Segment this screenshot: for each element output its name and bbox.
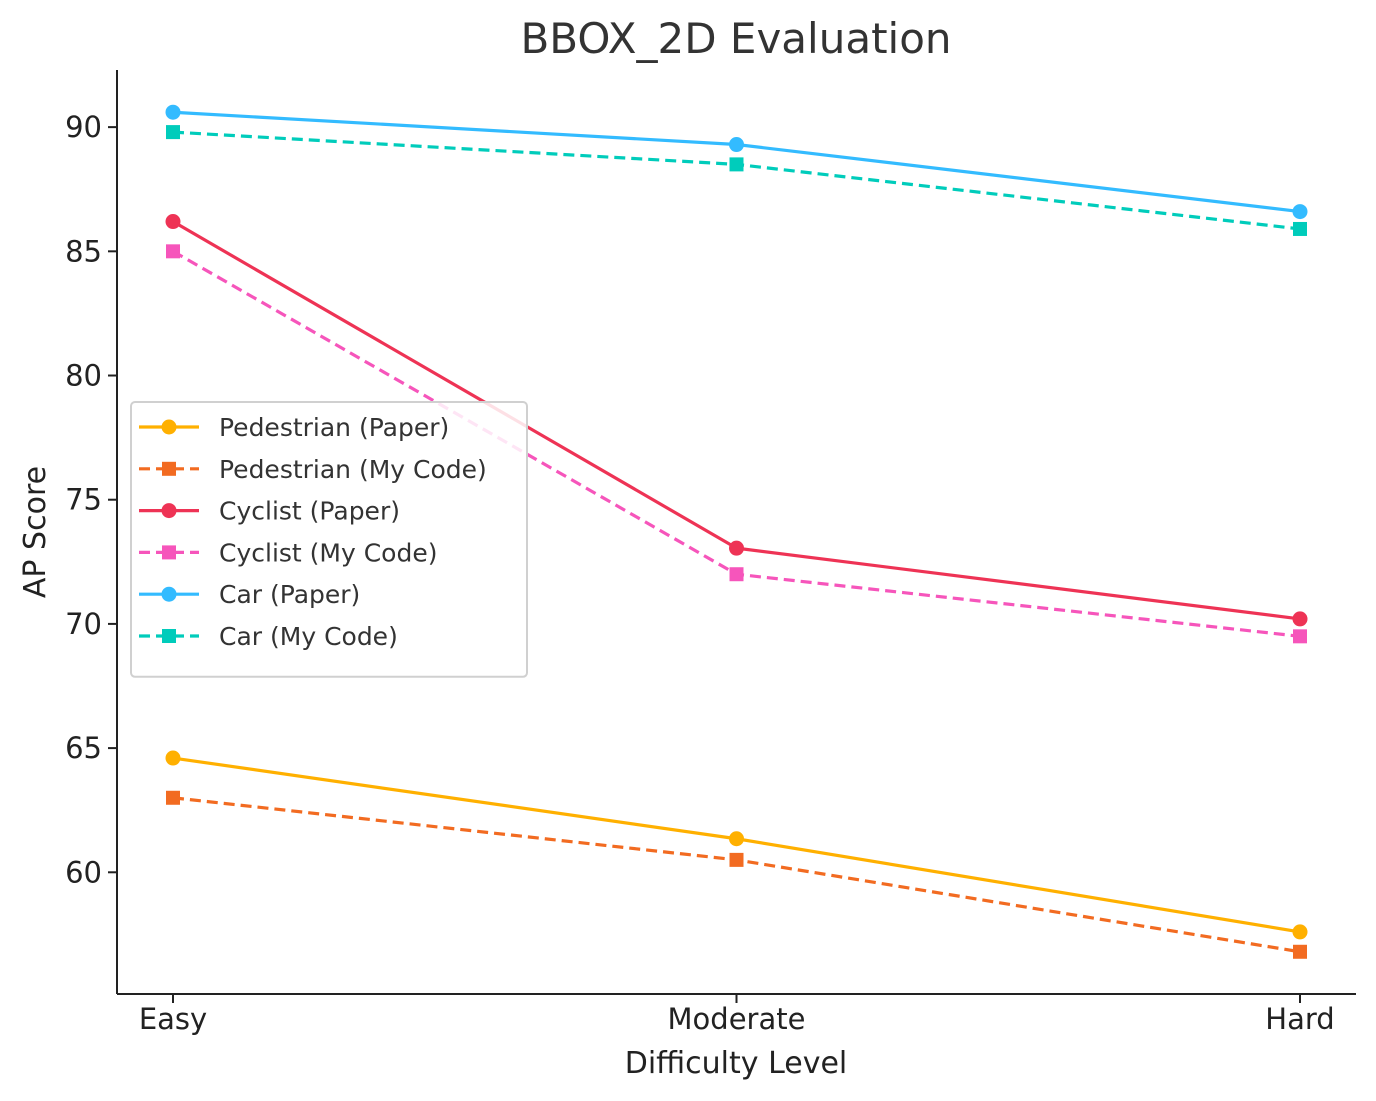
legend-marker xyxy=(162,545,176,560)
data-point xyxy=(166,125,180,140)
data-point xyxy=(1292,611,1308,627)
y-axis-label: AP Score xyxy=(18,466,53,598)
legend-item-car-paper: Car (Paper) xyxy=(139,580,360,609)
legend-label: Cyclist (Paper) xyxy=(219,497,400,526)
data-point xyxy=(166,244,180,259)
x-tick-label: Easy xyxy=(139,1002,207,1036)
data-point xyxy=(1293,629,1307,644)
y-tick-label: 85 xyxy=(65,234,102,268)
data-point xyxy=(729,831,744,847)
legend-item-pedestrian-paper: Pedestrian (Paper) xyxy=(139,413,449,442)
y-tick-label: 90 xyxy=(65,110,102,144)
legend-label: Pedestrian (Paper) xyxy=(219,413,449,442)
legend-marker xyxy=(162,461,176,476)
legend-box xyxy=(130,401,528,678)
legend: Pedestrian (Paper) Pedestrian (My Code) Cy… xyxy=(130,401,528,678)
legend-item-pedestrian-my-code: Pedestrian (My Code) xyxy=(139,455,487,484)
x-tick-label: Moderate xyxy=(668,1002,806,1036)
data-point xyxy=(729,852,744,867)
y-tick-label: 75 xyxy=(65,483,102,517)
legend-item-cyclist-my-code: Cyclist (My Code) xyxy=(139,538,437,567)
data-point xyxy=(729,137,744,153)
legend-label: Pedestrian (My Code) xyxy=(219,455,487,484)
data-point xyxy=(165,104,181,120)
series-line xyxy=(172,796,1301,954)
data-point xyxy=(729,567,744,582)
data-point xyxy=(729,540,744,556)
data-point xyxy=(165,214,181,230)
legend-label: Car (My Code) xyxy=(219,622,398,651)
data-point xyxy=(165,750,181,766)
y-tick-label: 60 xyxy=(65,855,102,889)
x-ticks: Easy Moderate Hard xyxy=(139,994,1335,1036)
y-tick-label: 80 xyxy=(65,359,102,393)
legend-label: Cyclist (My Code) xyxy=(219,538,437,567)
data-point xyxy=(1293,221,1307,236)
legend-item-cyclist-paper: Cyclist (Paper) xyxy=(139,497,400,526)
series-pedestrian-paper xyxy=(165,750,1308,940)
y-tick-label: 65 xyxy=(65,731,102,765)
data-point xyxy=(1292,924,1308,940)
series-car-paper xyxy=(165,104,1308,220)
data-point xyxy=(729,157,744,172)
chart-title: BBOX_2D Evaluation xyxy=(520,14,951,63)
series-cyclist-paper xyxy=(165,214,1308,627)
data-point xyxy=(1292,204,1308,220)
legend-marker xyxy=(161,419,177,435)
legend-marker xyxy=(161,586,177,602)
legend-marker xyxy=(161,503,177,519)
series-cyclist-my-code xyxy=(166,244,1307,644)
legend-label: Car (Paper) xyxy=(219,580,360,609)
legend-item-car-my-code: Car (My Code) xyxy=(139,622,398,651)
y-tick-label: 70 xyxy=(65,607,102,641)
series-car-my-code xyxy=(166,125,1307,236)
data-point xyxy=(1293,944,1307,959)
data-point xyxy=(166,790,180,805)
x-axis-label: Difficulty Level xyxy=(625,1046,848,1081)
y-ticks: 60 65 70 75 80 85 90 xyxy=(65,110,117,889)
plot-area xyxy=(165,104,1308,959)
series-pedestrian-my-code xyxy=(166,790,1307,959)
legend-marker xyxy=(162,629,176,643)
x-tick-label: Hard xyxy=(1265,1002,1334,1036)
